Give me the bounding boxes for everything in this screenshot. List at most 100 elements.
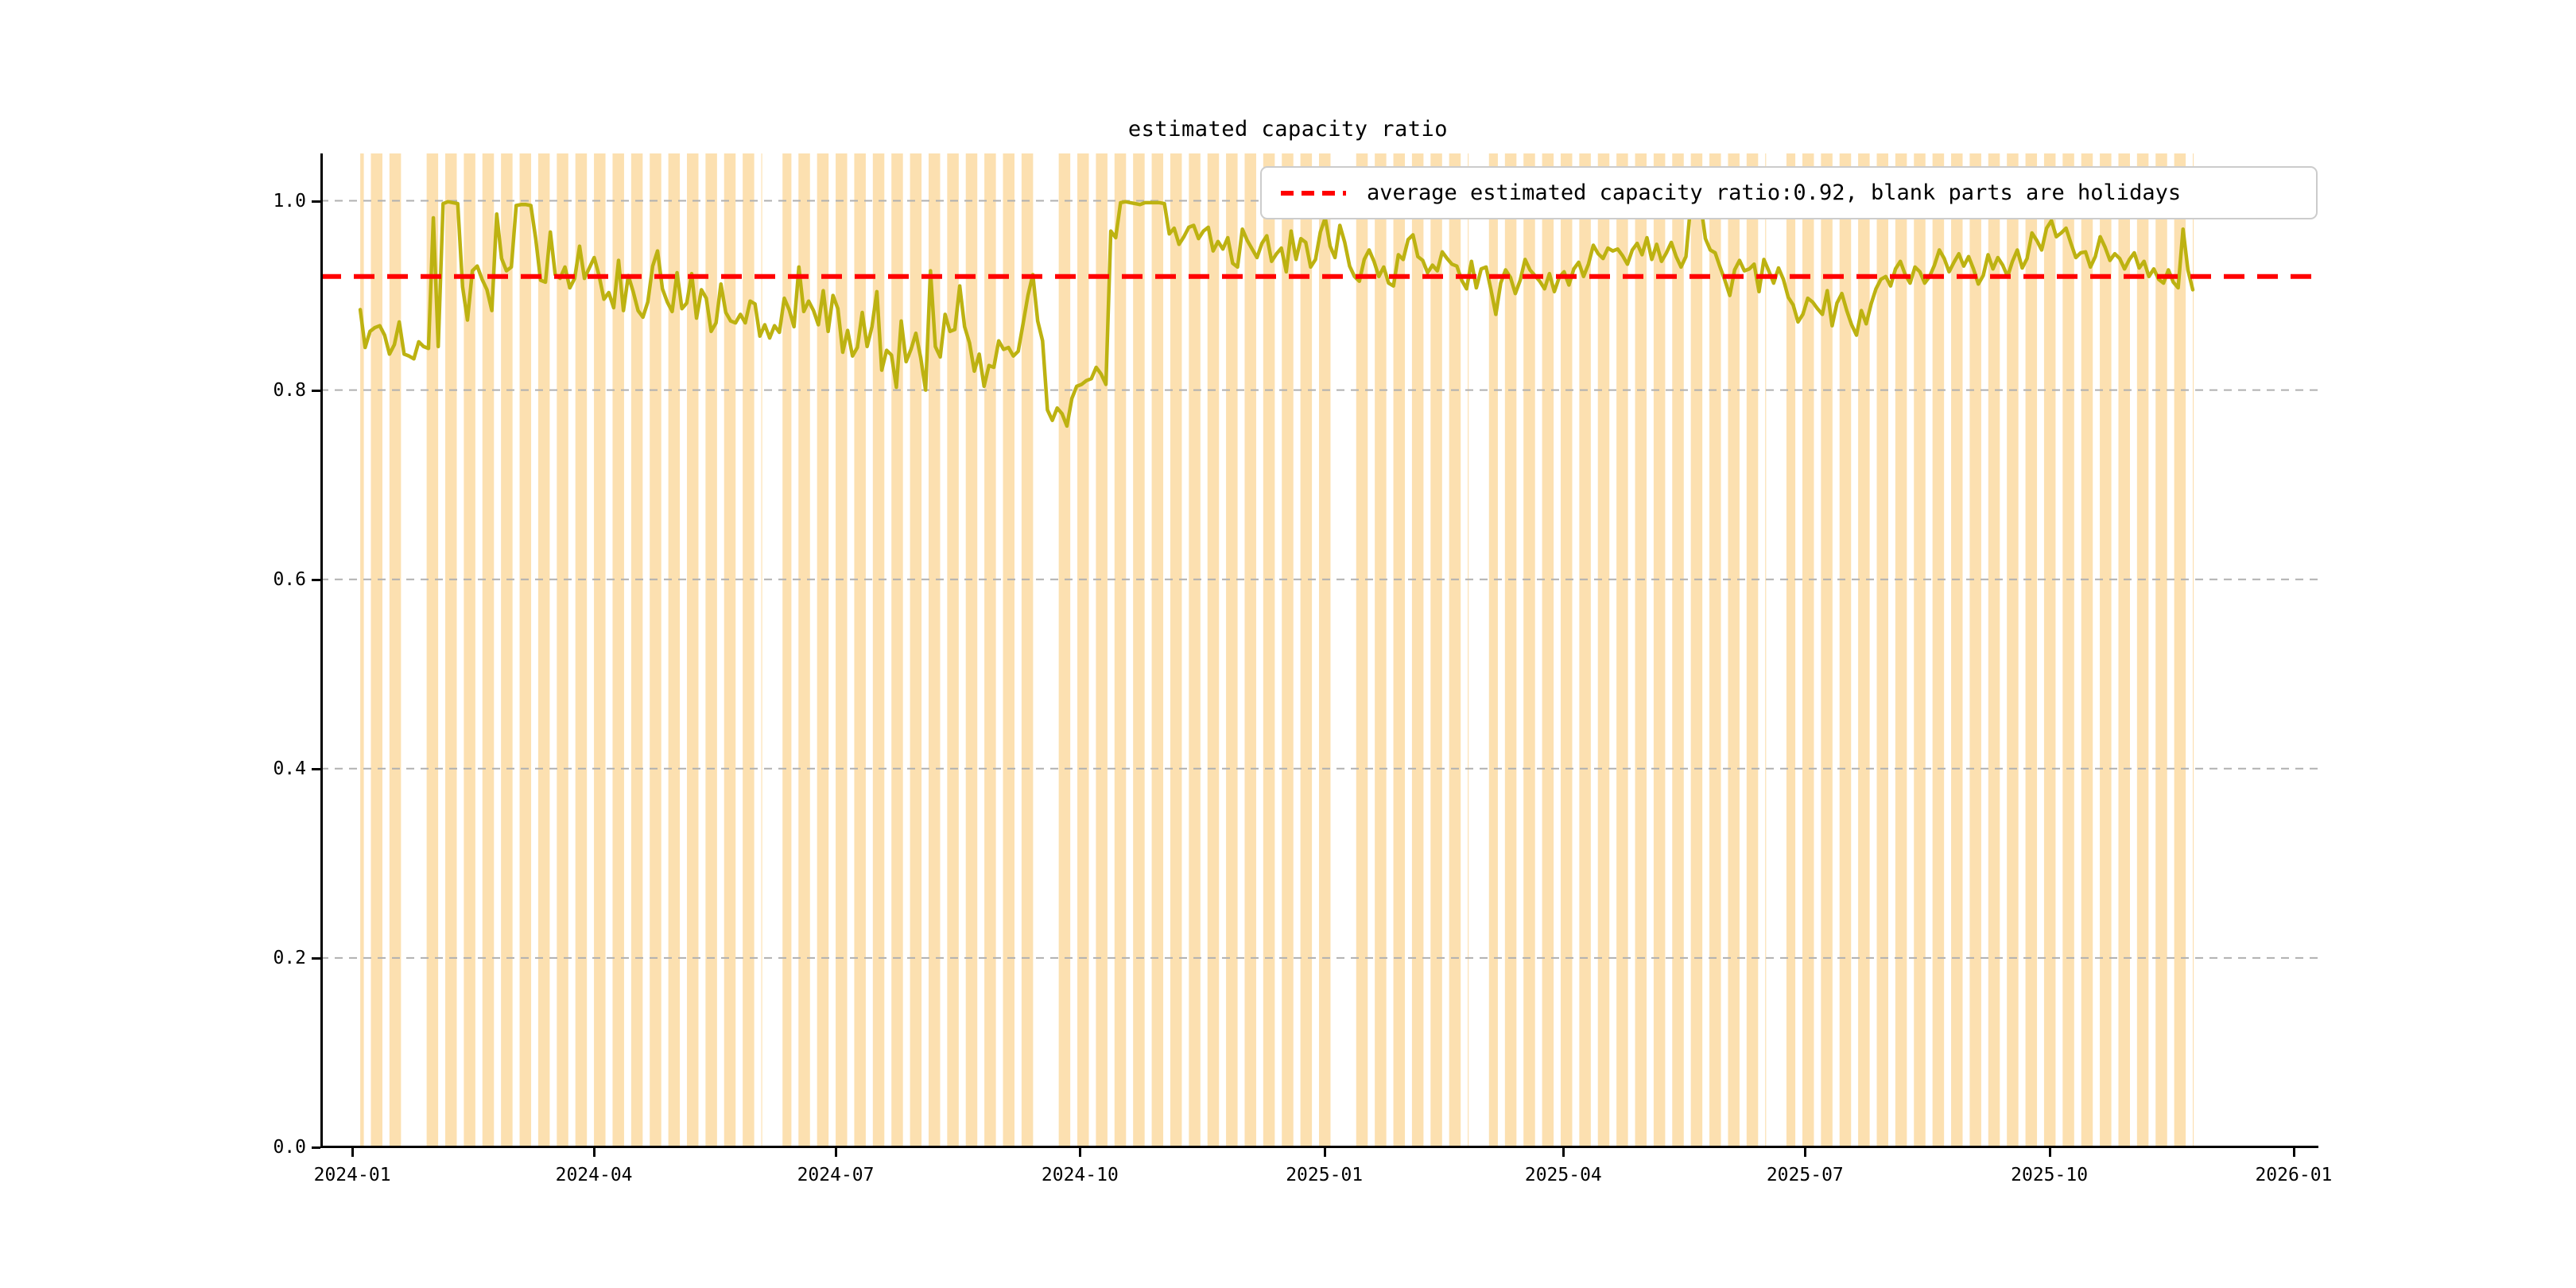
working-period-band (798, 153, 810, 1147)
working-period-band (668, 153, 681, 1147)
working-period-band (1560, 153, 1573, 1147)
legend[interactable]: average estimated capacity ratio:0.92, b… (1260, 166, 2318, 219)
working-period-band (1411, 153, 1424, 1147)
working-period-band (705, 153, 717, 1147)
working-period-band (2118, 153, 2130, 1147)
working-period-band (1802, 153, 1814, 1147)
working-period-band (2174, 153, 2186, 1147)
working-period-band (2062, 153, 2074, 1147)
working-period-band (1597, 153, 1610, 1147)
working-period-band (686, 153, 699, 1147)
working-period-band (1133, 153, 1145, 1147)
x-axis-tick-mark (1079, 1148, 1082, 1157)
working-period-band (360, 153, 364, 1147)
y-axis-tick-mark (312, 200, 320, 203)
working-period-band (743, 153, 755, 1147)
working-period-band (1226, 153, 1238, 1147)
working-period-band (1709, 153, 1721, 1147)
working-period-band (1579, 153, 1591, 1147)
working-period-band (389, 153, 402, 1147)
working-period-band (854, 153, 866, 1147)
working-period-band (836, 153, 848, 1147)
y-axis-tick-labels: 0.0 0.2 0.4 0.6 0.8 1.0 (227, 153, 306, 1158)
x-axis-tick-mark (593, 1148, 596, 1157)
working-period-band (1746, 153, 1759, 1147)
working-period-band (1003, 153, 1014, 1147)
working-period-band (1876, 153, 1888, 1147)
working-period-band (817, 153, 829, 1147)
x-axis-tick-label: 2024-10 (1041, 1165, 1119, 1185)
working-period-band (2100, 153, 2112, 1147)
x-axis-tick-label: 2025-10 (2011, 1165, 2089, 1185)
working-period-band (1969, 153, 1981, 1147)
working-period-band (984, 153, 996, 1147)
working-period-band (1282, 153, 1294, 1147)
y-axis-tick-mark (312, 767, 320, 770)
working-period-band (1672, 153, 1684, 1147)
x-axis-tick-mark (835, 1148, 838, 1157)
working-period-band (2136, 153, 2149, 1147)
y-axis-tick-label: 0.0 (273, 1137, 306, 1158)
plot-area (320, 153, 2318, 1147)
x-axis-tick-label: 2024-07 (797, 1165, 875, 1185)
working-period-band (445, 153, 457, 1147)
working-period-band (1263, 153, 1275, 1147)
working-period-band (2007, 153, 2019, 1147)
y-axis-tick-label: 0.6 (273, 568, 306, 590)
working-period-band (1300, 153, 1313, 1147)
working-period-band (2193, 153, 2194, 1147)
x-axis-tick-mark (1804, 1148, 1807, 1157)
working-period-band (464, 153, 475, 1147)
working-period-band (2043, 153, 2056, 1147)
working-period-band (1932, 153, 1945, 1147)
working-period-band (724, 153, 736, 1147)
working-period-shading (360, 153, 2194, 1147)
plot-svg (320, 153, 2318, 1147)
y-axis-tick-label: 0.8 (273, 379, 306, 401)
working-period-band (1988, 153, 2000, 1147)
working-period-band (1858, 153, 1870, 1147)
working-period-band (1616, 153, 1628, 1147)
working-period-band (1786, 153, 1796, 1147)
working-period-band (1504, 153, 1517, 1147)
y-axis-tick-mark (312, 578, 320, 581)
x-axis-tick-mark (1323, 1148, 1326, 1157)
working-period-band (1077, 153, 1089, 1147)
working-period-band (1356, 153, 1368, 1147)
working-period-band (1951, 153, 1963, 1147)
working-period-band (1635, 153, 1647, 1147)
x-axis-tick-label: 2025-07 (1766, 1165, 1844, 1185)
y-axis-tick-mark (312, 956, 320, 960)
working-period-band (1488, 153, 1498, 1147)
working-period-band (782, 153, 792, 1147)
x-axis-tick-label: 2025-01 (1286, 1165, 1364, 1185)
working-period-band (557, 153, 568, 1147)
y-axis-tick-label: 0.4 (273, 758, 306, 779)
working-period-band (370, 153, 382, 1147)
working-period-band (1895, 153, 1907, 1147)
legend-label: average estimated capacity ratio:0.92, b… (1367, 180, 2182, 205)
working-period-band (537, 153, 550, 1147)
working-period-band (1189, 153, 1201, 1147)
x-axis-tick-label: 2024-04 (555, 1165, 633, 1185)
working-period-band (630, 153, 643, 1147)
working-period-band (1821, 153, 1833, 1147)
capacity-ratio-line (358, 200, 2195, 429)
working-period-band (1244, 153, 1256, 1147)
y-axis-tick-label: 0.2 (273, 947, 306, 968)
working-period-band (426, 153, 439, 1147)
working-period-band (1058, 153, 1071, 1147)
working-period-band (1690, 153, 1703, 1147)
working-period-band (1151, 153, 1164, 1147)
x-axis-tick-label: 2024-01 (313, 1165, 391, 1185)
working-period-band (650, 153, 661, 1147)
working-period-band (1728, 153, 1740, 1147)
working-period-band (2025, 153, 2038, 1147)
working-period-band (910, 153, 922, 1147)
y-axis-spine (320, 153, 323, 1148)
working-period-band (575, 153, 588, 1147)
working-period-band (612, 153, 624, 1147)
working-period-band (1319, 153, 1331, 1147)
working-period-band (1430, 153, 1442, 1147)
